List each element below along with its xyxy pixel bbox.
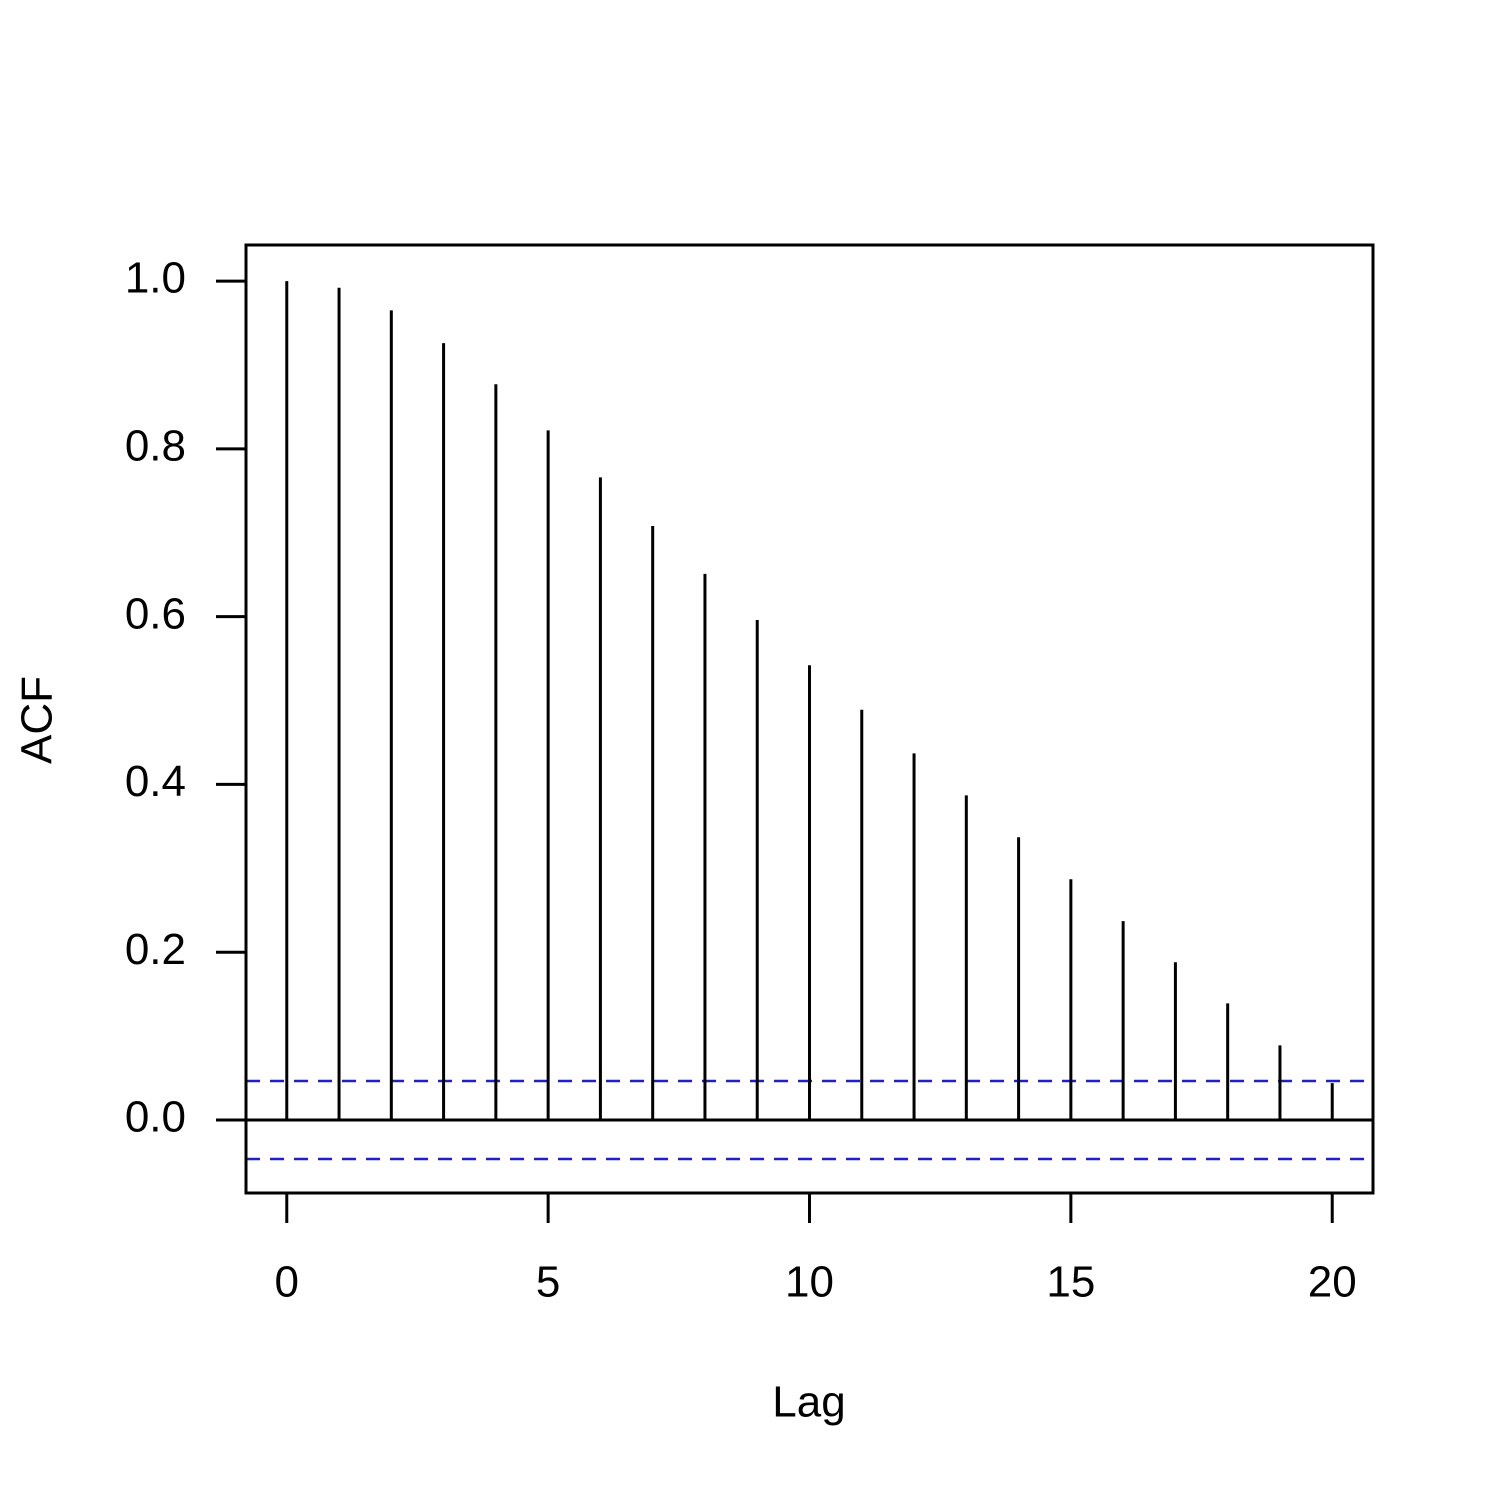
y-tick-label: 0.6 (125, 589, 186, 638)
y-tick-label: 0.0 (125, 1093, 186, 1142)
x-tick-label: 20 (1308, 1258, 1357, 1307)
y-tick-label: 0.2 (125, 925, 186, 974)
x-axis-title: Lag (772, 1378, 845, 1427)
x-tick-label: 15 (1046, 1258, 1095, 1307)
x-tick-label: 0 (275, 1258, 299, 1307)
x-tick-label: 10 (785, 1258, 834, 1307)
y-tick-label: 0.8 (125, 421, 186, 470)
y-axis-title: ACF (13, 676, 62, 764)
plot-frame (244, 243, 1375, 1195)
x-tick-label: 5 (536, 1258, 560, 1307)
y-tick-label: 1.0 (125, 254, 186, 303)
y-tick-label: 0.4 (125, 757, 186, 806)
